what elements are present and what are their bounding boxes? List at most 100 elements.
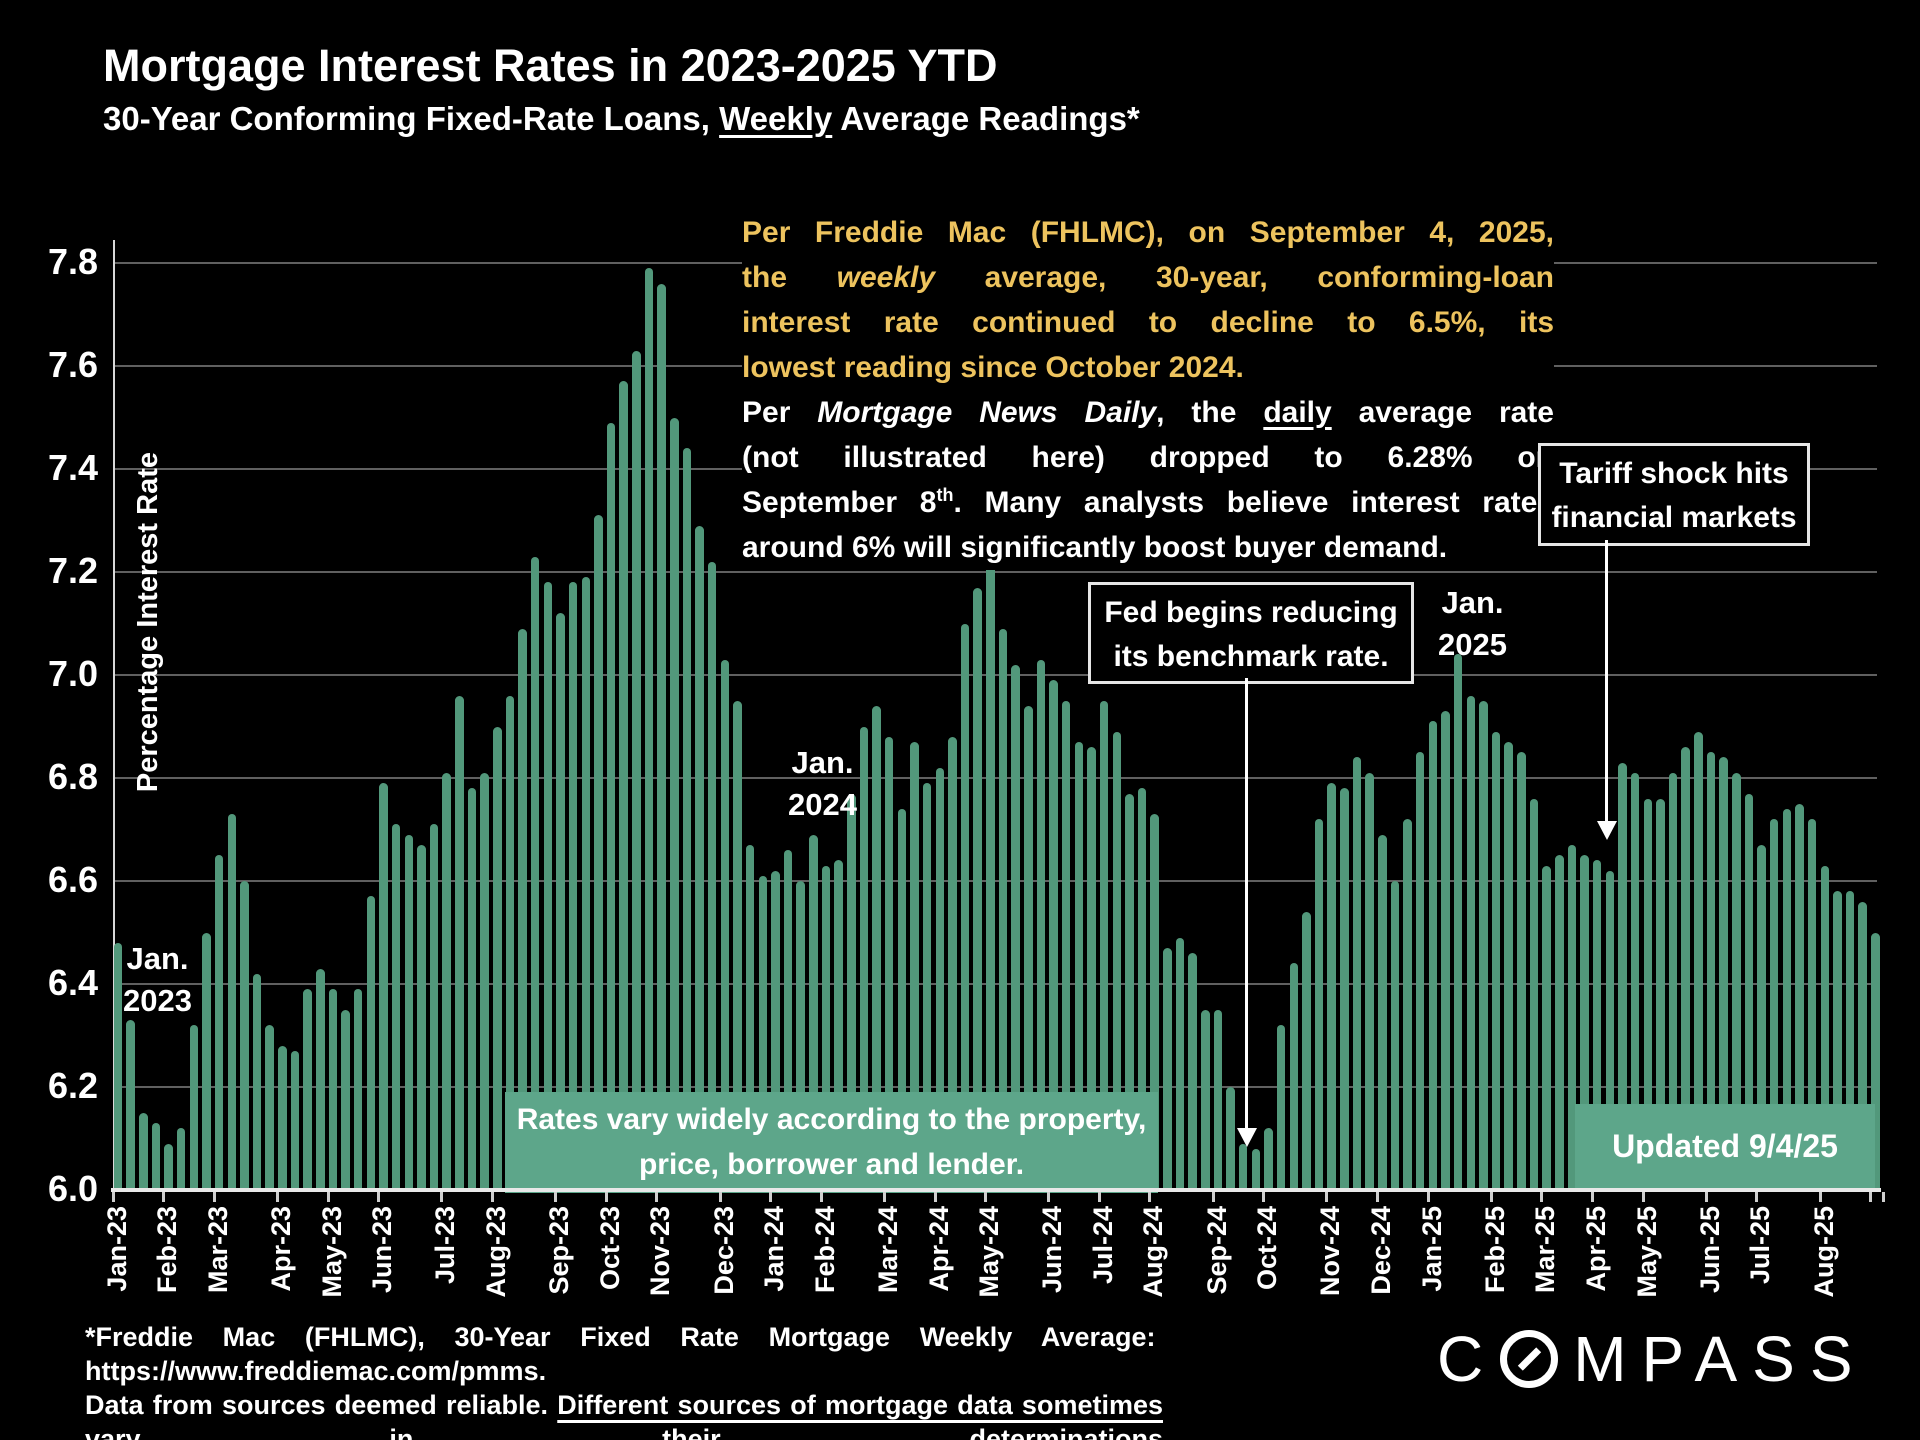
weekly-rate-bar bbox=[1099, 700, 1109, 1190]
x-tick-label: Aug-23 bbox=[481, 1206, 511, 1298]
y-tick-label: 6.2 bbox=[47, 1065, 98, 1106]
x-tick-label: Feb-23 bbox=[152, 1206, 183, 1294]
weekly-rate-bar bbox=[1024, 705, 1033, 1190]
weekly-rate-bar bbox=[265, 1025, 274, 1190]
weekly-rate-bar bbox=[328, 989, 338, 1190]
x-tick bbox=[984, 1192, 987, 1202]
y-axis-line bbox=[113, 240, 115, 1194]
y-axis-title: Percentage Interest Rate bbox=[132, 452, 164, 793]
weekly-rate-bar bbox=[821, 865, 831, 1190]
weekly-rate-bar bbox=[240, 881, 249, 1190]
page-title: Mortgage Interest Rates in 2023-2025 YTD bbox=[103, 40, 998, 91]
weekly-rate-bar bbox=[379, 783, 388, 1190]
weekly-rate-bar bbox=[1112, 731, 1122, 1190]
weekly-rate-bar bbox=[1757, 845, 1766, 1190]
x-tick bbox=[1047, 1192, 1051, 1202]
weekly-rate-bar bbox=[1428, 721, 1438, 1190]
weekly-rate-bar bbox=[745, 845, 755, 1190]
weekly-rate-bar bbox=[417, 845, 426, 1190]
x-tick-label: Mar-23 bbox=[202, 1206, 233, 1294]
weekly-rate-bar bbox=[1049, 680, 1058, 1190]
weekly-rate-bar bbox=[606, 422, 616, 1190]
footnote-line: Data from sources deemed reliable. Diffe… bbox=[85, 1390, 1163, 1440]
compass-o-icon bbox=[1500, 1330, 1559, 1388]
weekly-rate-bar bbox=[442, 772, 451, 1190]
weekly-rate-bar bbox=[1567, 845, 1577, 1190]
weekly-rate-bar bbox=[1150, 814, 1159, 1190]
weekly-rate-bar bbox=[1782, 808, 1792, 1190]
weekly-rate-bar bbox=[1807, 819, 1817, 1190]
y-tick-label: 7.2 bbox=[47, 550, 98, 591]
weekly-rate-bar bbox=[1466, 695, 1476, 1190]
x-tick-label: May-25 bbox=[1631, 1206, 1662, 1298]
weekly-rate-bar bbox=[1378, 834, 1387, 1190]
label-jan-2025: Jan. 2025 bbox=[1438, 585, 1507, 662]
commentary-line: Per Mortgage News Daily, the daily avera… bbox=[742, 396, 1554, 429]
x-tick bbox=[212, 1192, 216, 1202]
weekly-rate-bar bbox=[1668, 772, 1678, 1190]
x-tick bbox=[1489, 1192, 1493, 1202]
commentary-line: Per Freddie Mac (FHLMC), on September 4,… bbox=[742, 216, 1554, 249]
x-tick-label: Nov-24 bbox=[1315, 1206, 1346, 1297]
x-tick-label: Jan-23 bbox=[101, 1206, 132, 1292]
weekly-rate-bar bbox=[278, 1045, 287, 1190]
weekly-rate-bar bbox=[1125, 793, 1134, 1190]
weekly-rate-bar bbox=[973, 587, 982, 1190]
x-tick bbox=[111, 1192, 115, 1202]
x-tick-label: Oct-24 bbox=[1252, 1206, 1283, 1291]
weekly-rate-bar bbox=[783, 850, 793, 1190]
weekly-rate-bar bbox=[493, 726, 502, 1190]
x-tick-label: Feb-25 bbox=[1479, 1206, 1510, 1294]
x-tick bbox=[440, 1192, 444, 1202]
weekly-rate-bar bbox=[1517, 752, 1526, 1190]
weekly-rate-bar bbox=[290, 1051, 300, 1190]
weekly-rate-bar bbox=[1529, 798, 1539, 1190]
weekly-rate-bar bbox=[252, 973, 262, 1190]
callout-fed-rate-cut: Fed begins reducing its benchmark rate. bbox=[1088, 582, 1414, 684]
x-tick bbox=[1211, 1192, 1215, 1202]
weekly-rate-bar bbox=[657, 283, 666, 1190]
weekly-rate-bar bbox=[202, 932, 211, 1190]
weekly-rate-bar bbox=[303, 989, 312, 1190]
y-tick-label: 7.8 bbox=[47, 241, 98, 282]
weekly-rate-bar bbox=[986, 561, 995, 1190]
weekly-rate-bar bbox=[910, 741, 919, 1190]
weekly-rate-bar bbox=[1706, 752, 1716, 1190]
weekly-rate-bar bbox=[1201, 1009, 1210, 1190]
weekly-rate-bar bbox=[189, 1025, 199, 1190]
x-tick bbox=[1540, 1192, 1544, 1202]
weekly-rate-bar bbox=[316, 968, 325, 1190]
x-tick-label: May-23 bbox=[316, 1206, 347, 1298]
x-tick-label: Jun-25 bbox=[1694, 1206, 1725, 1294]
x-tick bbox=[1818, 1192, 1822, 1202]
weekly-rate-bar bbox=[1630, 772, 1640, 1190]
weekly-rate-bar bbox=[1264, 1128, 1273, 1190]
x-tick-label: Aug-24 bbox=[1138, 1206, 1169, 1298]
fed-arrow-head bbox=[1237, 1128, 1257, 1147]
weekly-rate-bar bbox=[1137, 788, 1147, 1190]
weekly-rate-bar bbox=[1415, 752, 1425, 1190]
weekly-rate-bar bbox=[897, 808, 907, 1190]
commentary-text-block: Per Freddie Mac (FHLMC), on September 4,… bbox=[742, 210, 1554, 570]
callout-tariff-shock: Tariff shock hits financial markets bbox=[1538, 443, 1810, 546]
x-tick bbox=[604, 1192, 608, 1202]
updated-date-banner: Updated 9/4/25 bbox=[1575, 1104, 1875, 1188]
weekly-rate-bar bbox=[391, 824, 401, 1190]
x-tick-label: Apr-23 bbox=[266, 1206, 296, 1292]
weekly-rate-bar bbox=[1314, 819, 1324, 1190]
weekly-rate-bar bbox=[151, 1123, 161, 1190]
x-tick bbox=[276, 1192, 279, 1202]
weekly-rate-bar bbox=[1289, 963, 1299, 1190]
weekly-rate-bar bbox=[948, 736, 957, 1190]
x-tick bbox=[1148, 1192, 1152, 1202]
weekly-rate-bar bbox=[1555, 855, 1564, 1190]
weekly-rate-bar bbox=[353, 989, 363, 1190]
weekly-rate-bar bbox=[1694, 731, 1703, 1190]
weekly-rate-bar bbox=[1302, 911, 1311, 1190]
rates-vary-banner: Rates vary widely according to the prope… bbox=[505, 1092, 1158, 1193]
weekly-rate-bar bbox=[733, 700, 742, 1190]
x-tick bbox=[1755, 1192, 1759, 1202]
weekly-rate-bar bbox=[1820, 865, 1830, 1190]
weekly-rate-bar bbox=[543, 582, 553, 1190]
